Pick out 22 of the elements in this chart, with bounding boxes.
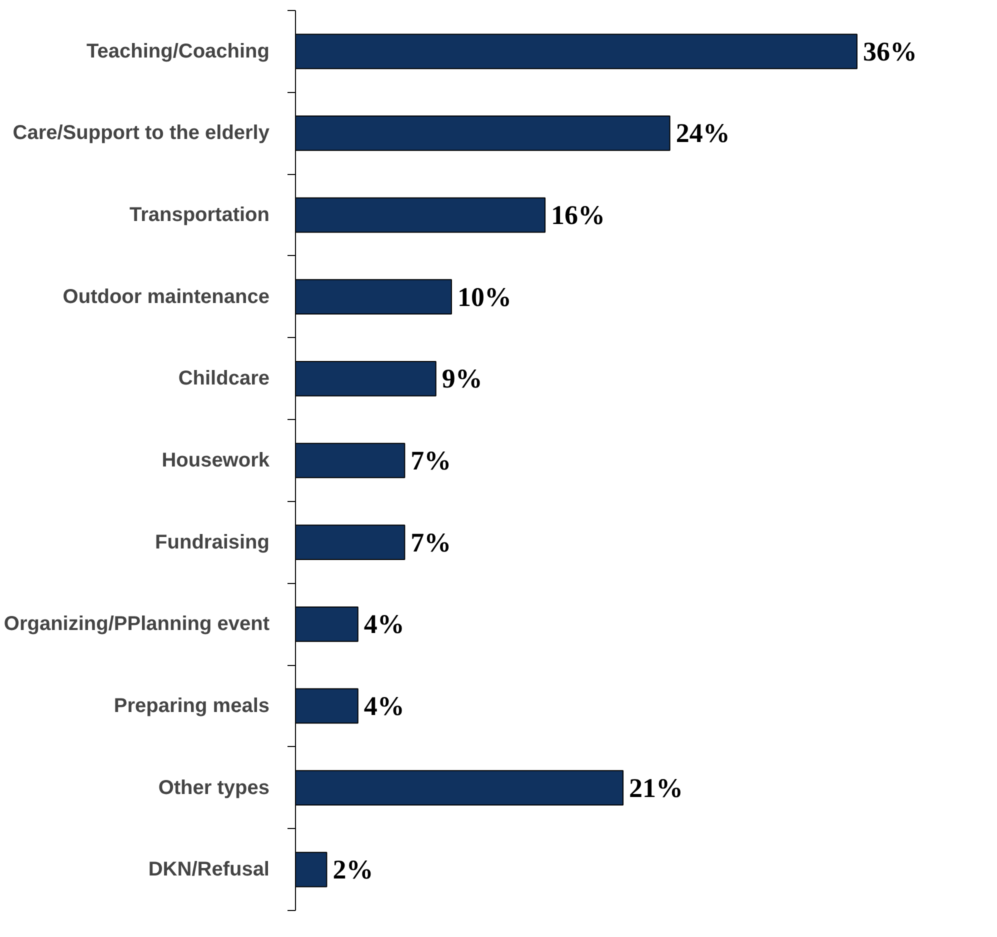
data-label: 4% xyxy=(364,690,404,721)
y-tick-label: Care/Support to the elderly xyxy=(12,122,270,144)
y-tick-label: Organizing/PPlanning event xyxy=(4,613,270,636)
data-label: 9% xyxy=(442,364,482,394)
y-tick-label: DKN/Refusal xyxy=(148,858,270,881)
data-label: 7% xyxy=(410,446,452,476)
data-label: 16% xyxy=(551,200,606,230)
y-tick-label: Housework xyxy=(162,450,270,472)
y-tick-label: Transportation xyxy=(129,204,270,226)
y-tick-label: Other types xyxy=(158,776,270,799)
data-label: 10% xyxy=(457,282,512,312)
y-tick-label: Teaching/Coaching xyxy=(86,40,270,62)
data-label: 24% xyxy=(676,118,730,148)
data-label: 2% xyxy=(332,854,374,885)
y-tick-label: Preparing meals xyxy=(114,694,270,717)
data-label: 4% xyxy=(364,609,404,640)
data-label: 21% xyxy=(629,772,684,803)
y-tick-label: Fundraising xyxy=(155,531,270,554)
y-tick-label: Outdoor maintenance xyxy=(62,286,270,308)
data-label: 7% xyxy=(410,527,452,558)
y-tick-label: Childcare xyxy=(178,368,270,390)
data-label: 36% xyxy=(862,36,917,66)
